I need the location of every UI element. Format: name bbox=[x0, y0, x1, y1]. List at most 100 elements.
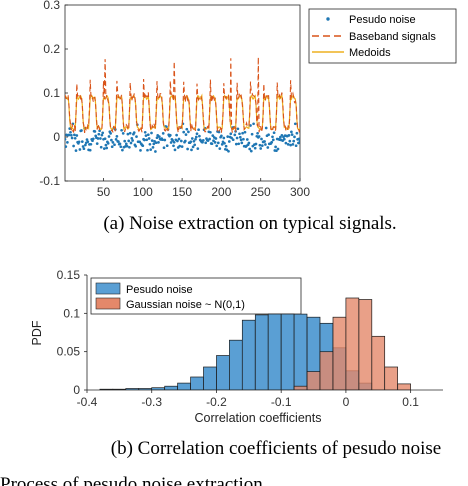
noise-point bbox=[146, 148, 149, 152]
noise-point bbox=[211, 134, 215, 137]
noise-point bbox=[80, 129, 83, 132]
noise-point bbox=[172, 140, 176, 144]
noise-point bbox=[72, 144, 75, 148]
noise-point bbox=[139, 149, 142, 152]
chart-a-x-ticks: 50 100 150 200 250 300 bbox=[97, 178, 310, 199]
noise-point bbox=[229, 132, 233, 136]
noise-point bbox=[234, 142, 238, 146]
x-tick-label: 250 bbox=[251, 185, 271, 199]
noise-point bbox=[254, 142, 258, 146]
noise-point bbox=[178, 144, 182, 148]
noise-point bbox=[264, 126, 268, 130]
baseband-signals-line-group bbox=[65, 57, 300, 135]
chart-b-x-ticks: -0.4 -0.3 -0.2 -0.1 0 0.1 bbox=[77, 390, 419, 409]
y-tick-label: 0 bbox=[73, 383, 80, 397]
pesudo-noise-bar bbox=[164, 385, 178, 390]
noise-point bbox=[213, 141, 217, 144]
noise-point bbox=[259, 147, 263, 150]
noise-point bbox=[276, 147, 280, 151]
pesudo-noise-bar bbox=[241, 319, 256, 390]
noise-point bbox=[99, 137, 102, 140]
noise-point bbox=[67, 133, 71, 137]
noise-point bbox=[222, 136, 226, 140]
noise-point bbox=[237, 142, 241, 146]
noise-point bbox=[161, 138, 164, 142]
chart-a-legend-box bbox=[308, 8, 457, 64]
noise-point bbox=[80, 140, 84, 143]
noise-point bbox=[148, 142, 152, 146]
noise-point bbox=[295, 131, 299, 135]
x-tick-label: 0 bbox=[343, 395, 350, 409]
noise-point bbox=[297, 137, 300, 141]
noise-point bbox=[74, 149, 78, 152]
noise-point bbox=[73, 136, 77, 140]
noise-point bbox=[215, 144, 219, 148]
baseband-signals-line bbox=[65, 57, 300, 135]
noise-point bbox=[224, 144, 228, 148]
noise-point bbox=[141, 144, 145, 148]
noise-point bbox=[275, 149, 278, 153]
noise-point bbox=[298, 139, 300, 143]
noise-point bbox=[104, 143, 108, 147]
noise-point bbox=[220, 143, 224, 146]
chart-a-caption: (a) Noise extraction on typical signals. bbox=[103, 213, 396, 234]
pesudo-noise-bar bbox=[203, 366, 217, 390]
x-tick-label: 50 bbox=[97, 185, 111, 199]
x-tick-label: 300 bbox=[290, 185, 310, 199]
noise-point bbox=[123, 139, 127, 143]
noise-point bbox=[144, 134, 148, 137]
noise-point bbox=[286, 143, 290, 146]
noise-point bbox=[118, 142, 122, 146]
noise-point bbox=[294, 144, 298, 148]
noise-point bbox=[288, 139, 292, 143]
pesudo-noise-points bbox=[65, 122, 300, 153]
noise-point bbox=[227, 140, 231, 143]
noise-point bbox=[105, 146, 109, 150]
noise-point bbox=[293, 122, 297, 126]
noise-point bbox=[248, 147, 252, 151]
noise-point bbox=[125, 144, 129, 148]
legend-gaussian-label: Gaussian noise ~ N(0,1) bbox=[126, 299, 245, 311]
noise-point bbox=[260, 144, 264, 147]
pesudo-noise-bar bbox=[254, 314, 269, 390]
noise-point bbox=[152, 142, 156, 146]
noise-point bbox=[154, 141, 158, 145]
gaussian-noise-bar bbox=[293, 385, 308, 390]
y-tick-label: 0.1 bbox=[63, 306, 80, 320]
noise-point bbox=[171, 139, 175, 142]
noise-point bbox=[121, 148, 124, 152]
noise-point bbox=[180, 145, 184, 148]
chart-a: 50 100 150 200 250 300 -0.1 0 0.1 0.2 0.3 Pesudo … bbox=[39, 0, 457, 234]
gaussian-noise-bar bbox=[397, 383, 411, 390]
noise-point bbox=[106, 142, 110, 145]
y-tick-label: 0.2 bbox=[43, 42, 60, 56]
noise-point bbox=[196, 147, 200, 150]
noise-point bbox=[291, 143, 295, 146]
noise-point bbox=[243, 130, 247, 134]
noise-point bbox=[280, 133, 284, 137]
noise-point bbox=[100, 133, 104, 137]
gaussian-noise-bar bbox=[384, 366, 398, 390]
noise-point bbox=[98, 129, 101, 133]
legend-noise-marker bbox=[326, 17, 330, 21]
x-tick-label: 200 bbox=[211, 185, 231, 199]
chart-b-caption: (b) Correlation coefficients of pesudo n… bbox=[111, 438, 441, 459]
x-tick-label: 0.1 bbox=[402, 395, 419, 409]
page-footer-clip: Process of pesudo noise extraction bbox=[0, 474, 263, 486]
noise-point bbox=[88, 148, 92, 152]
noise-point bbox=[157, 141, 160, 144]
y-tick-label: 0.05 bbox=[57, 345, 81, 359]
noise-point bbox=[73, 133, 76, 137]
noise-point bbox=[236, 127, 240, 131]
noise-point bbox=[245, 138, 249, 141]
noise-point bbox=[81, 145, 85, 148]
noise-point bbox=[282, 137, 286, 141]
noise-point bbox=[204, 141, 208, 145]
gaussian-noise-bar bbox=[319, 351, 334, 390]
noise-point bbox=[272, 131, 276, 135]
noise-point bbox=[190, 148, 193, 152]
noise-point bbox=[65, 145, 68, 148]
noise-point bbox=[238, 135, 242, 139]
noise-point bbox=[68, 127, 72, 130]
noise-point bbox=[214, 137, 218, 140]
